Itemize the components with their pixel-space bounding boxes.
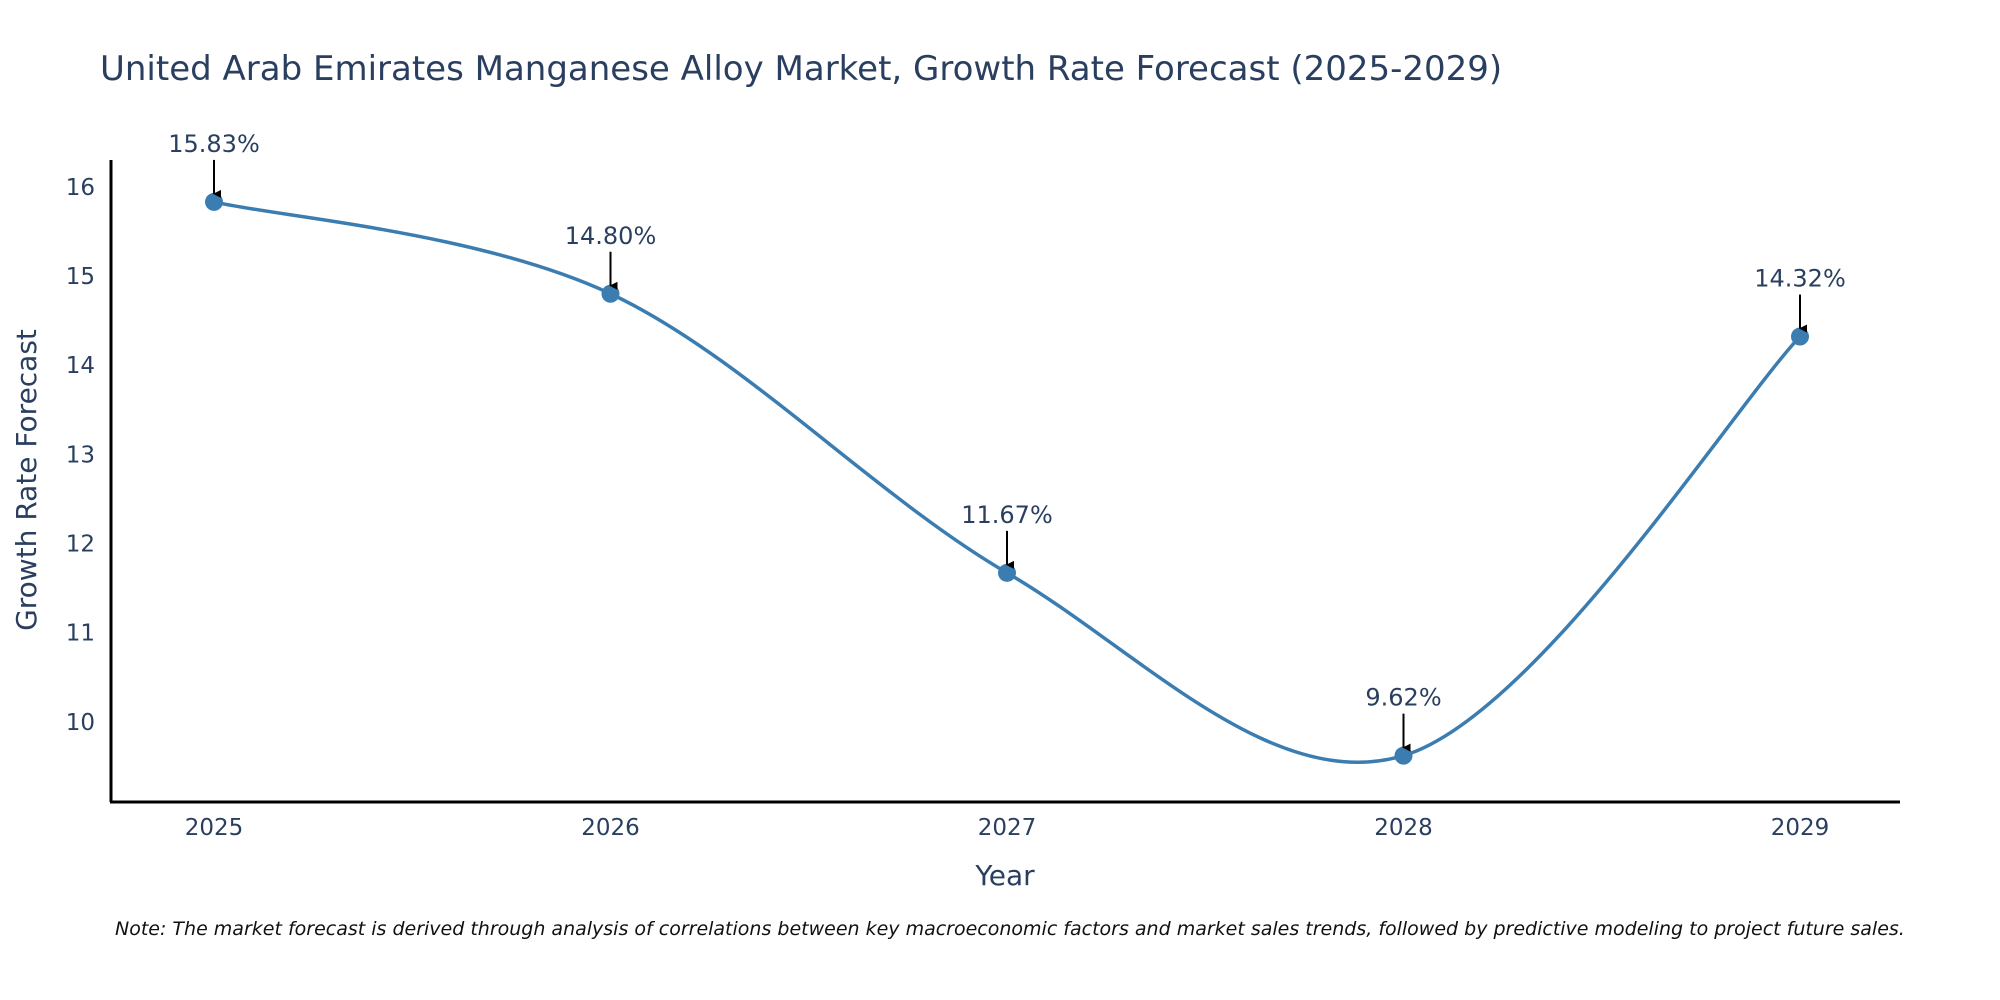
y-tick-label: 11 — [66, 621, 95, 647]
chart-title: United Arab Emirates Manganese Alloy Mar… — [100, 49, 1502, 89]
x-tick-label: 2025 — [185, 815, 244, 841]
data-point — [205, 192, 223, 211]
data-label: 15.83% — [168, 130, 260, 158]
y-tick-label: 10 — [66, 710, 95, 736]
y-tick-label: 15 — [66, 264, 95, 290]
x-axis-title: Year — [974, 859, 1035, 892]
x-tick-label: 2029 — [1771, 815, 1830, 841]
y-tick-label: 16 — [66, 175, 95, 201]
x-tick-label: 2028 — [1374, 815, 1433, 841]
x-tick-label: 2027 — [978, 815, 1037, 841]
plot-area: 10 11 12 13 14 15 16 2025 2026 2027 2028 2029 15.83%… — [66, 130, 1900, 841]
footnote: Note: The market forecast is derived thr… — [115, 918, 1905, 940]
x-tick-label: 2026 — [581, 815, 640, 841]
data-point — [1394, 746, 1413, 765]
y-tick-label: 13 — [66, 442, 95, 468]
data-point — [1791, 327, 1809, 346]
y-tick-label: 14 — [66, 353, 95, 379]
y-tick-label: 12 — [66, 531, 95, 557]
data-label: 11.67% — [961, 501, 1053, 529]
data-point — [998, 563, 1016, 582]
data-label: 14.80% — [565, 222, 657, 250]
data-label: 9.62% — [1365, 684, 1441, 712]
data-label: 14.32% — [1754, 265, 1846, 293]
series-line — [213, 200, 1802, 764]
y-axis-title: Growth Rate Forecast — [10, 329, 43, 631]
data-point — [601, 284, 620, 303]
